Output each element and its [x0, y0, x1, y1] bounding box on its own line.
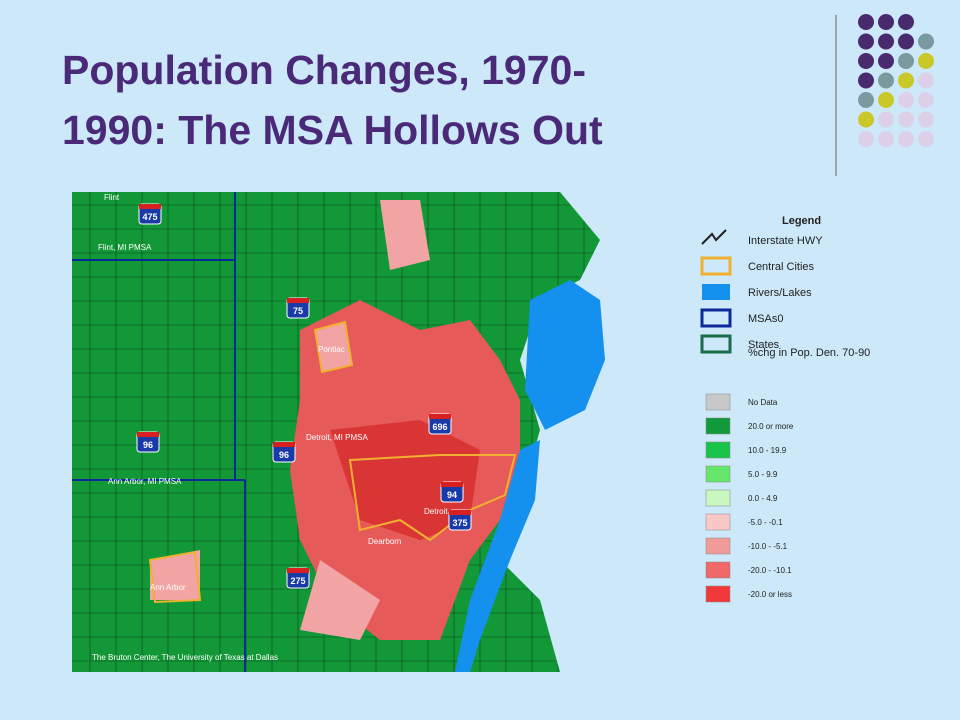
- legend-swatch: [705, 417, 731, 435]
- legend-label: 0.0 - 4.9: [748, 494, 778, 503]
- shield-number: 475: [142, 212, 157, 222]
- legend-symbol: [700, 256, 732, 276]
- decline-core: [330, 420, 480, 540]
- decor-dot: [878, 14, 894, 30]
- decor-dot: [898, 92, 914, 108]
- shield-top: [429, 414, 451, 419]
- decor-dot: [918, 53, 934, 69]
- decor-dot: [898, 14, 914, 30]
- decor-dot: [878, 92, 894, 108]
- map-label: Dearborn: [368, 537, 401, 546]
- legend: Legend %chg in Pop. Den. 70-90 Interstat…: [700, 215, 870, 603]
- legend-swatch: [705, 537, 731, 555]
- map-label: Detroit, MI PMSA: [306, 433, 368, 442]
- shield-number: 275: [290, 576, 305, 586]
- legend-swatch: [705, 585, 731, 603]
- map-credit: The Bruton Center, The University of Tex…: [92, 653, 278, 662]
- decor-dot: [878, 53, 894, 69]
- decor-dot: [858, 131, 874, 147]
- shield-top: [441, 482, 463, 487]
- map-label: Flint: [104, 193, 120, 202]
- shield-top: [287, 298, 309, 303]
- water: [455, 280, 605, 672]
- decor-dot: [858, 72, 874, 89]
- legend-label: Interstate HWY: [748, 235, 823, 247]
- legend-symbol: [702, 284, 730, 300]
- legend-label: MSAs0: [748, 313, 783, 325]
- shield-top: [449, 510, 471, 515]
- decline-minor: [150, 200, 430, 640]
- decor-dot: [898, 53, 914, 69]
- decor-dot: [918, 111, 934, 128]
- central-city: [148, 550, 202, 604]
- decor-dot: [858, 92, 874, 108]
- map-label: Pontiac: [318, 345, 345, 354]
- decor-dot: [858, 53, 874, 69]
- decor-dots: [858, 14, 934, 147]
- legend-label: -10.0 - -5.1: [748, 542, 788, 551]
- title-line: 1990: The MSA Hollows Out: [62, 107, 603, 153]
- legend-title: Legend: [782, 215, 821, 227]
- shield-top: [287, 568, 309, 573]
- shield-number: 96: [279, 450, 289, 460]
- legend-swatch: [705, 393, 731, 411]
- legend-swatch: [705, 441, 731, 459]
- legend-label: Central Cities: [748, 261, 815, 273]
- map-label: Ann Arbor: [150, 583, 186, 592]
- decor-dot: [898, 131, 914, 147]
- legend-symbol: [700, 334, 732, 354]
- legend-swatch: [705, 561, 731, 579]
- decor-dot: [918, 33, 934, 50]
- shield-top: [137, 432, 159, 437]
- legend-label: -20.0 or less: [748, 590, 792, 599]
- map-label: Flint, MI PMSA: [98, 243, 152, 252]
- decor-dot: [898, 33, 914, 50]
- shield-number: 94: [447, 490, 457, 500]
- legend-label: States: [748, 339, 780, 351]
- legend-swatch: [705, 489, 731, 507]
- central-city: [313, 320, 354, 374]
- decor-dot: [858, 111, 874, 128]
- decor-dot: [858, 33, 874, 50]
- legend-symbol: [701, 229, 727, 245]
- legend-label: 5.0 - 9.9: [748, 470, 778, 479]
- decor-dot: [918, 92, 934, 108]
- legend-label: -20.0 - -10.1: [748, 566, 792, 575]
- decor-dot: [898, 72, 914, 89]
- legend-swatch: [705, 465, 731, 483]
- decor-dot: [918, 131, 934, 147]
- shield-number: 96: [143, 440, 153, 450]
- highway-shields: 475 75 696 96 96 94 375 275: [136, 203, 472, 589]
- legend-label: -5.0 - -0.1: [748, 518, 783, 527]
- decor-dot: [898, 111, 914, 128]
- legend-swatch: [705, 513, 731, 531]
- decor-dot: [878, 33, 894, 50]
- legend-label: 10.0 - 19.9: [748, 446, 787, 455]
- map-label: Detroit: [424, 507, 448, 516]
- legend-subtitle: %chg in Pop. Den. 70-90: [748, 347, 870, 359]
- title-line: Population Changes, 1970-: [62, 47, 586, 93]
- shield-top: [139, 204, 161, 209]
- decor-dot: [878, 111, 894, 128]
- shield-top: [273, 442, 295, 447]
- map: Flint Flint, MI PMSA Pontiac Detroit, MI…: [72, 192, 670, 672]
- shield-number: 375: [452, 518, 467, 528]
- shield-number: 75: [293, 306, 303, 316]
- decor-dot: [878, 72, 894, 89]
- decor-dot: [878, 131, 894, 147]
- decor-dot: [858, 14, 874, 30]
- shield-number: 696: [432, 422, 447, 432]
- legend-label: 20.0 or more: [748, 422, 794, 431]
- legend-label: No Data: [748, 398, 778, 407]
- map-label: Ann Arbor, MI PMSA: [108, 477, 182, 486]
- decor-dot: [918, 72, 934, 89]
- legend-symbol: [700, 308, 732, 328]
- slide-title: Population Changes, 1970- 1990: The MSA H…: [62, 40, 603, 160]
- legend-label: Rivers/Lakes: [748, 287, 812, 299]
